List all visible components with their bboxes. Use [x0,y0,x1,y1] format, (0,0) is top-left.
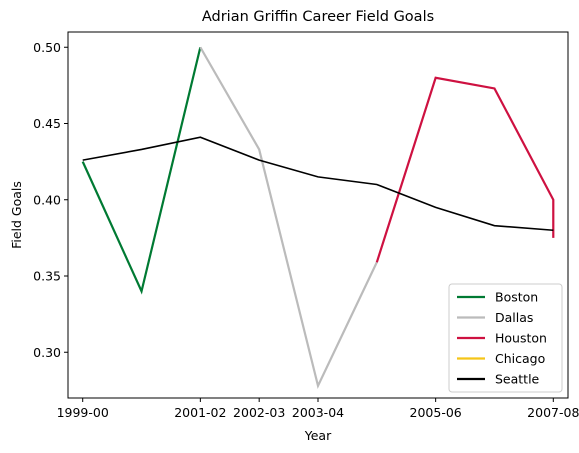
legend-box [448,283,563,393]
x-tick-label: 2005-06 [410,405,462,420]
legend-label-chicago: Chicago [495,351,545,366]
series-line-dallas [199,46,378,390]
y-tick-label: 0.50 [33,40,61,55]
y-axis: 0.30 0.35 0.40 0.45 0.50 [33,40,68,360]
series-line-houston [375,76,555,263]
y-tick-label: 0.45 [33,116,61,131]
legend-label-houston: Houston [495,331,547,346]
series-layer [81,46,555,390]
x-tick-label: 2001-02 [174,405,226,420]
series-line-seattle [82,136,554,232]
x-tick-label: 2007-08 [527,405,579,420]
legend: Boston Dallas Houston Chicago Seattle [448,283,563,393]
y-tick-label: 0.35 [33,269,61,284]
y-axis-title: Field Goals [9,181,24,249]
legend-label-boston: Boston [495,290,538,305]
x-axis-title: Year [304,428,332,443]
series-line-boston [81,46,202,295]
legend-label-dallas: Dallas [495,310,533,325]
x-tick-label: 2002-03 [233,405,285,420]
x-tick-label: 1999-00 [57,405,109,420]
y-tick-label: 0.30 [33,345,61,360]
legend-label-seattle: Seattle [495,372,540,387]
y-tick-label: 0.40 [33,192,61,207]
x-tick-label: 2003-04 [292,405,344,420]
chart-title: Adrian Griffin Career Field Goals [202,9,434,25]
x-axis: 1999-00 2001-02 2002-03 2003-04 2005-06 2007-… [57,398,579,420]
